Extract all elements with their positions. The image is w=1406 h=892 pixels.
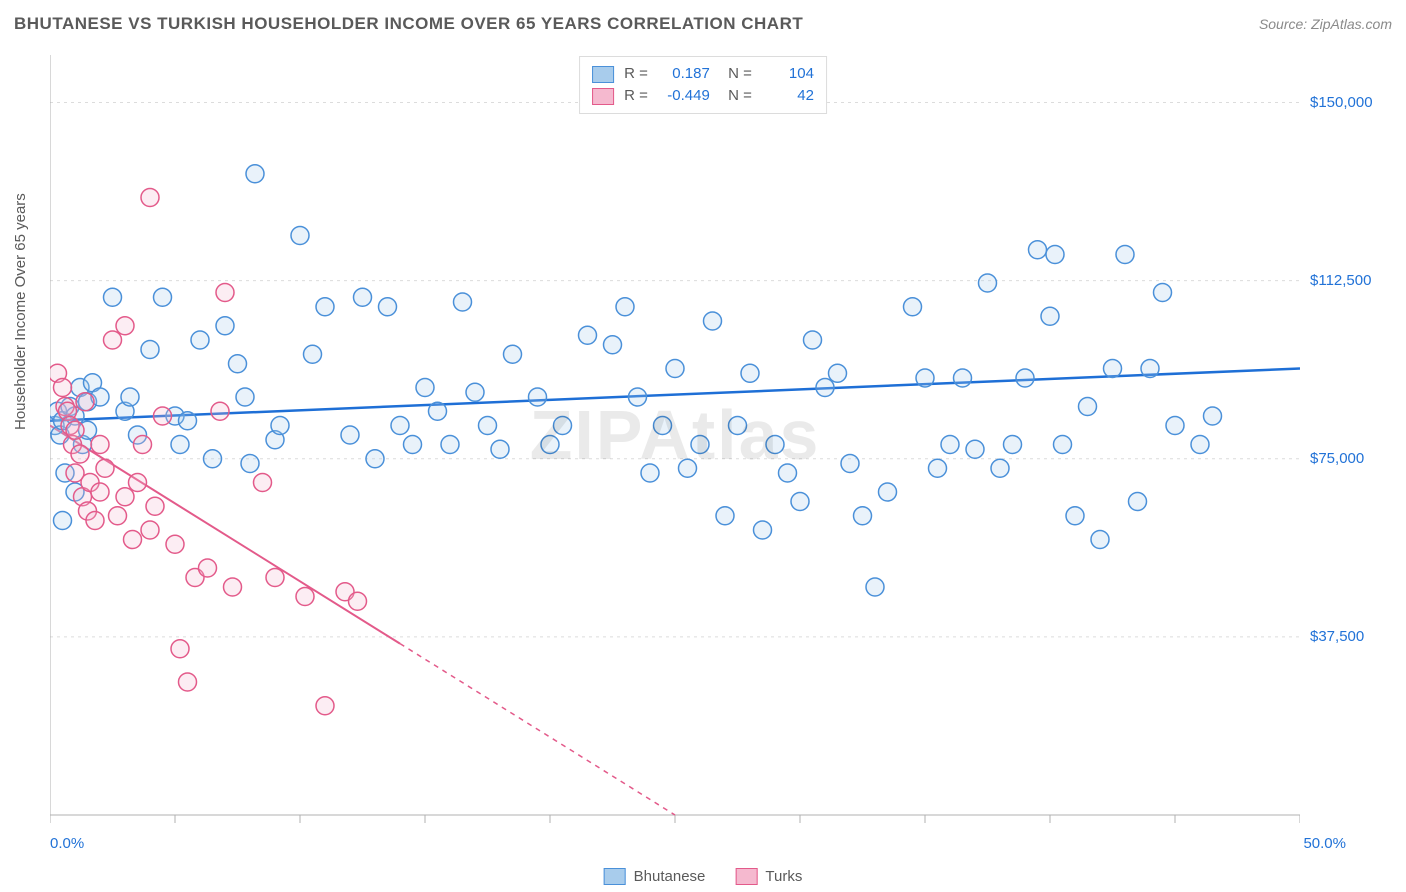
legend-label: Turks xyxy=(765,868,802,885)
y-tick-label: $150,000 xyxy=(1310,94,1373,111)
swatch-bhutanese xyxy=(592,66,614,83)
swatch-turks xyxy=(735,868,757,885)
n-label: N = xyxy=(720,85,752,107)
x-max-label: 50.0% xyxy=(1303,835,1346,852)
legend-label: Bhutanese xyxy=(634,868,706,885)
legend-item-turks: Turks xyxy=(735,868,802,885)
n-label: N = xyxy=(720,63,752,85)
legend-item-bhutanese: Bhutanese xyxy=(604,868,706,885)
r-value-turks: -0.449 xyxy=(658,85,710,107)
y-tick-label: $112,500 xyxy=(1310,272,1371,289)
n-value-bhutanese: 104 xyxy=(762,63,814,85)
swatch-bhutanese xyxy=(604,868,626,885)
x-min-label: 0.0% xyxy=(50,835,84,852)
legend-row-bhutanese: R = 0.187 N = 104 xyxy=(592,63,814,85)
y-tick-label: $75,000 xyxy=(1310,450,1364,467)
r-label: R = xyxy=(624,63,648,85)
series-legend: Bhutanese Turks xyxy=(604,868,803,885)
r-value-bhutanese: 0.187 xyxy=(658,63,710,85)
correlation-legend: R = 0.187 N = 104 R = -0.449 N = 42 xyxy=(579,56,827,114)
chart-title: BHUTANESE VS TURKISH HOUSEHOLDER INCOME … xyxy=(14,14,803,33)
y-axis-label: Householder Income Over 65 years xyxy=(12,193,29,430)
plot-area: ZIPAtlas xyxy=(50,55,1300,815)
r-label: R = xyxy=(624,85,648,107)
n-value-turks: 42 xyxy=(762,85,814,107)
swatch-turks xyxy=(592,88,614,105)
chart-source: Source: ZipAtlas.com xyxy=(1259,16,1392,32)
legend-row-turks: R = -0.449 N = 42 xyxy=(592,85,814,107)
chart-svg xyxy=(50,55,1300,827)
y-tick-label: $37,500 xyxy=(1310,628,1364,645)
